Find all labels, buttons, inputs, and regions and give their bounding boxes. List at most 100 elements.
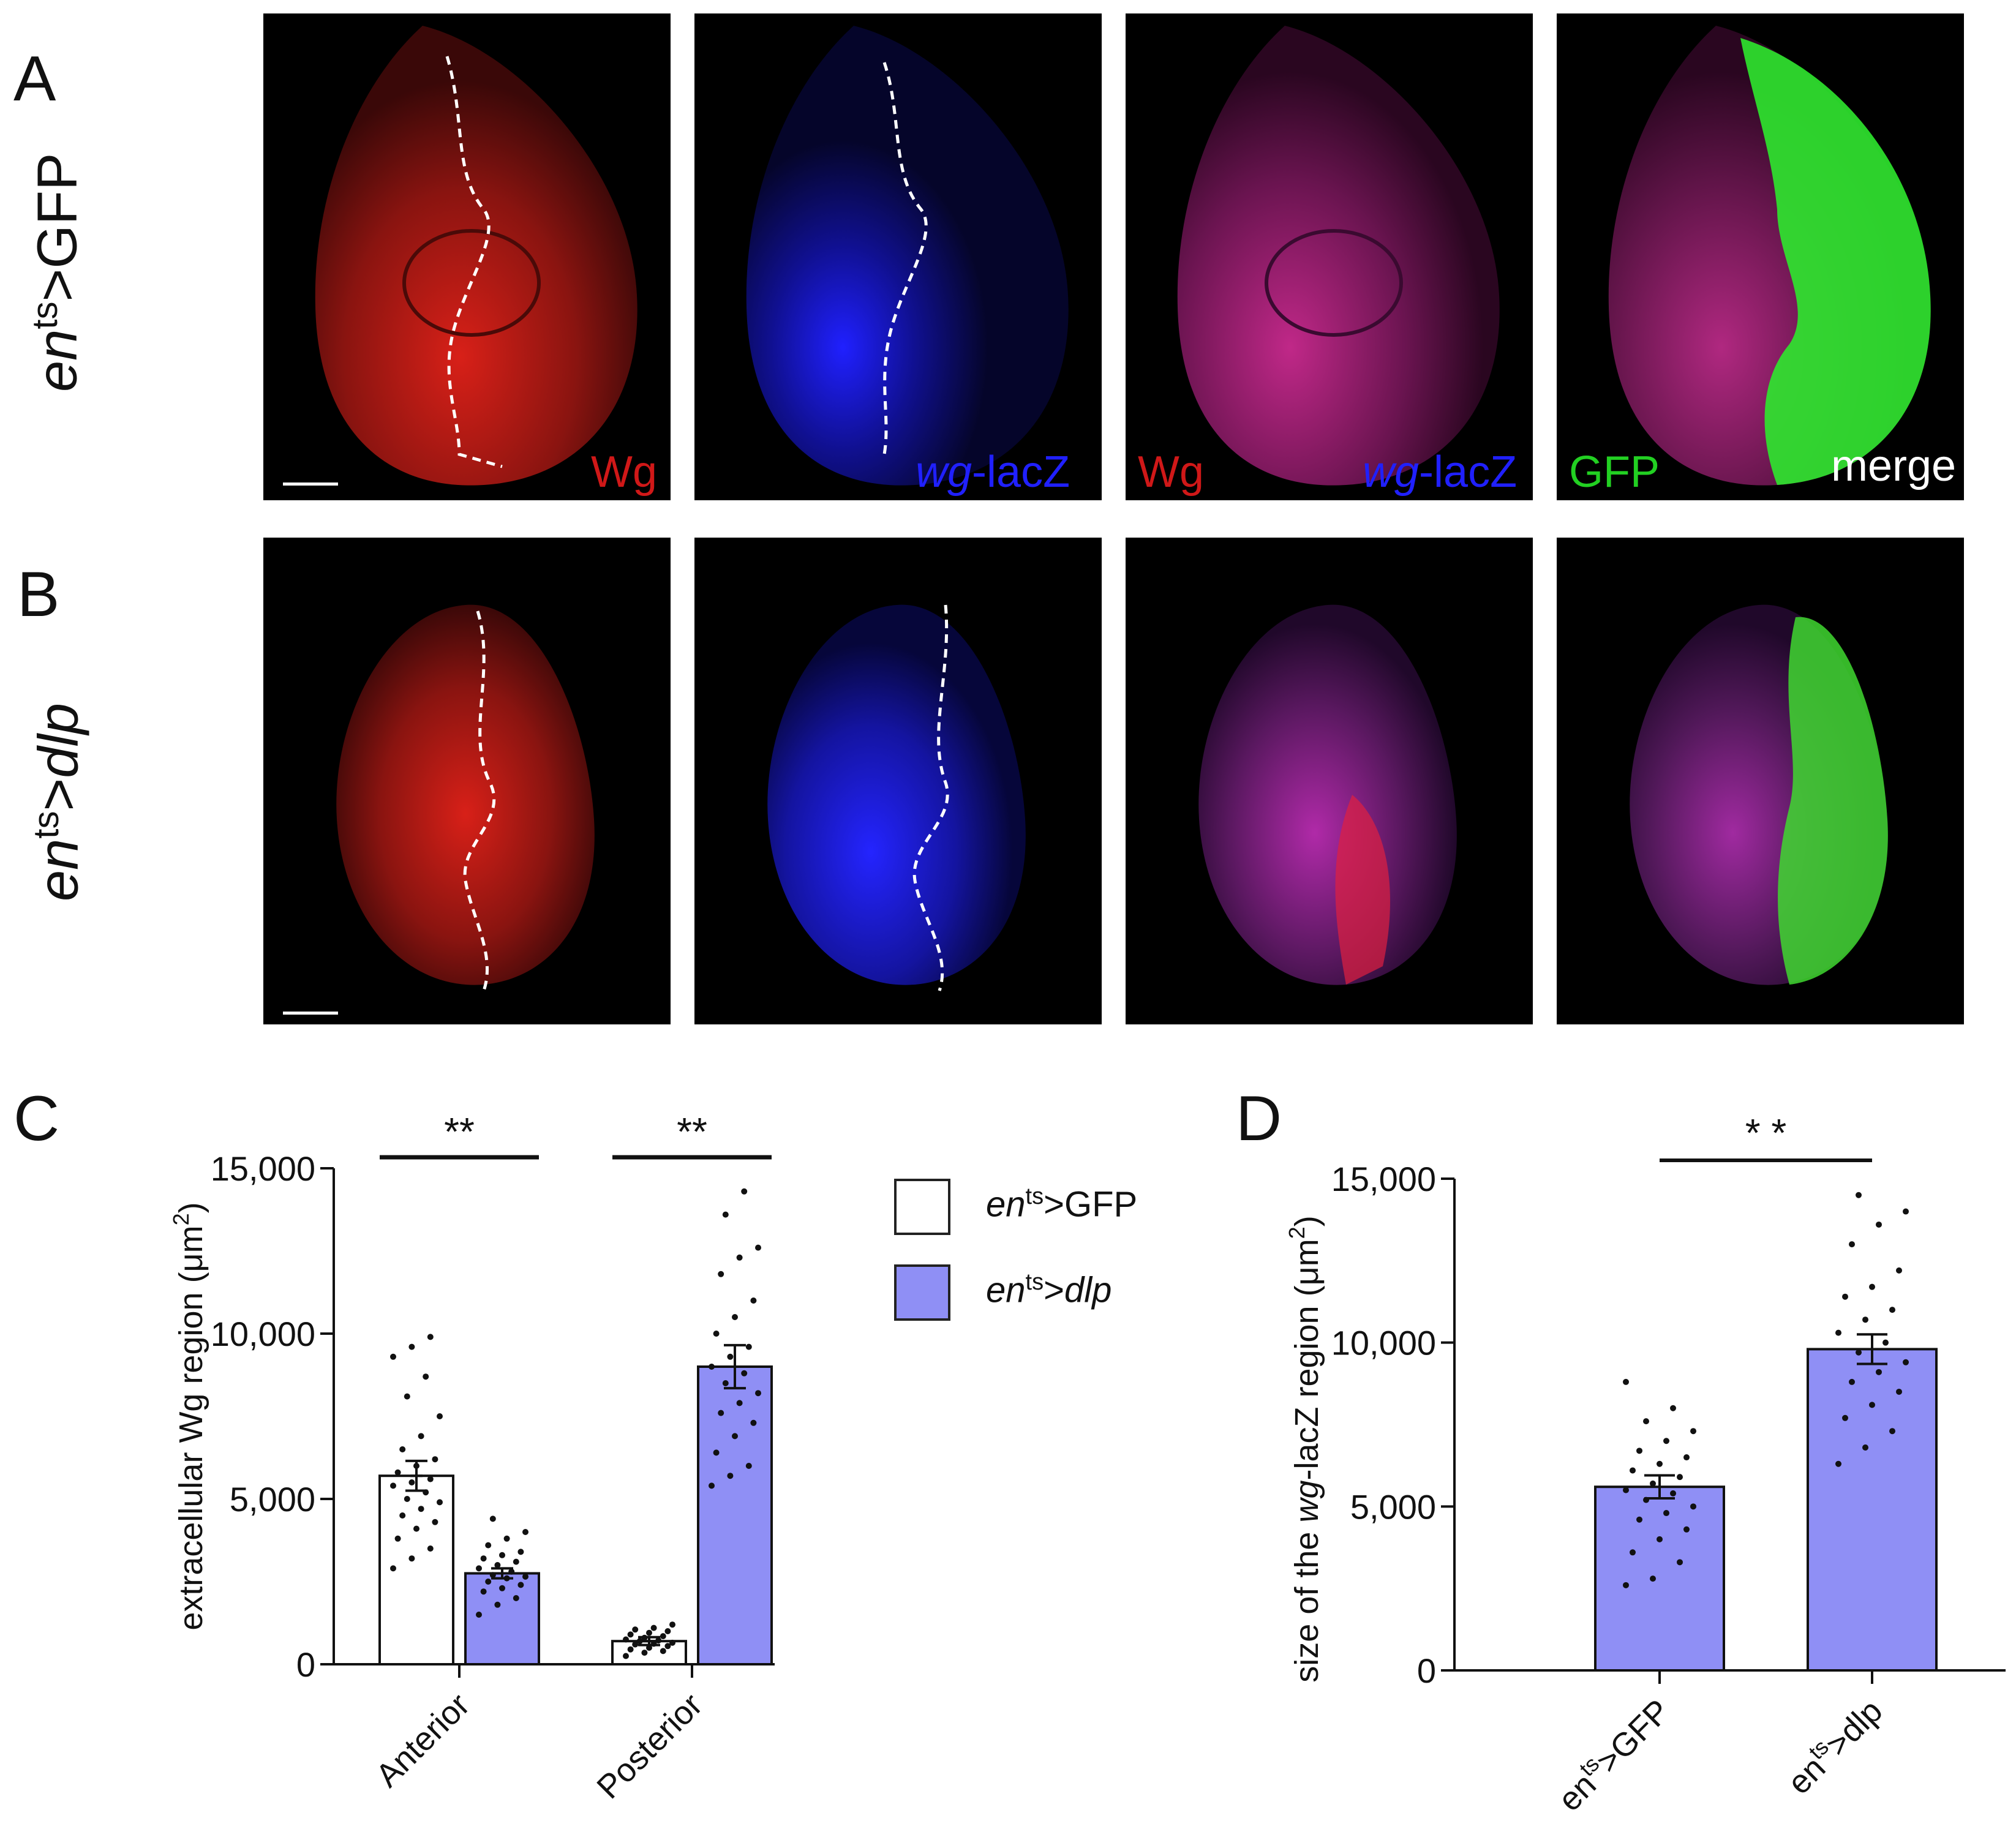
c-point: [664, 1628, 671, 1634]
c-point: [418, 1506, 424, 1512]
c-point: [485, 1579, 492, 1585]
c-point: [494, 1601, 501, 1608]
d-point: [1690, 1428, 1696, 1435]
micrograph-a-wg-lacz-image: [1177, 26, 1500, 486]
panel-label-b: B: [17, 559, 60, 630]
label-a-wg: Wg: [591, 448, 657, 497]
c-point: [750, 1297, 757, 1304]
d-point: [1663, 1438, 1669, 1444]
d-point: [1896, 1388, 1902, 1395]
d-point: [1636, 1448, 1642, 1454]
c-point: [722, 1211, 729, 1218]
d-point: [1630, 1549, 1636, 1556]
d-point: [1896, 1267, 1902, 1274]
d-point: [1636, 1516, 1642, 1523]
c-point: [394, 1535, 401, 1542]
d-point: [1869, 1402, 1875, 1408]
d-point: [1862, 1444, 1868, 1451]
c-point: [485, 1542, 492, 1549]
c-point: [404, 1496, 410, 1502]
c-point: [522, 1529, 528, 1535]
micrograph-b-wg-lacz: [1126, 538, 1533, 1024]
c-point: [669, 1621, 675, 1628]
legend-label-dlp-rest: >: [1044, 1270, 1064, 1310]
d-point: [1630, 1467, 1636, 1474]
d-significance-label: * *: [1745, 1111, 1787, 1155]
c-point: [517, 1582, 524, 1588]
c-point: [732, 1314, 738, 1320]
d-y-axis-label: size of the wg-lacZ region (μm2): [1284, 1215, 1325, 1682]
c-point: [646, 1629, 652, 1636]
c-point: [437, 1413, 443, 1419]
label-a-gfp: GFP: [1569, 448, 1660, 497]
c-point: [664, 1643, 671, 1650]
legend-label-dlp-gene: dlp: [1064, 1270, 1112, 1310]
d-point: [1876, 1221, 1882, 1228]
d-point: [1903, 1208, 1909, 1215]
d-point: [1650, 1480, 1656, 1487]
c-point: [513, 1558, 519, 1565]
d-bar: [1807, 1348, 1938, 1672]
d-point: [1876, 1369, 1882, 1375]
c-y-axis-label: extracellular Wg region (μm2): [168, 1202, 209, 1630]
legend-label-dlp-base: en: [986, 1270, 1026, 1310]
c-point: [741, 1188, 748, 1195]
c-point: [745, 1343, 752, 1350]
micrograph-b-lacz-image: [767, 604, 1026, 991]
d-point: [1842, 1414, 1848, 1421]
d-y-tick-label: 5,000: [1350, 1487, 1436, 1526]
d-y-axis-label-pre: size of the: [1288, 1523, 1325, 1683]
c-point: [432, 1456, 438, 1463]
legend-label-gfp-base: en: [986, 1184, 1026, 1225]
c-y-axis-label-close: ): [173, 1202, 209, 1213]
c-bar: [697, 1365, 773, 1665]
d-y-axis-label-close: ): [1288, 1215, 1325, 1226]
micrograph-a-wg-image: [315, 26, 638, 486]
c-point: [508, 1568, 515, 1575]
d-point: [1849, 1241, 1855, 1248]
c-point: [399, 1512, 406, 1519]
micrograph-a-wg: [263, 13, 671, 500]
c-point: [476, 1612, 482, 1618]
c-point: [727, 1473, 734, 1479]
d-point: [1842, 1293, 1848, 1300]
c-point: [636, 1638, 643, 1645]
row-b-genotype-base: en: [27, 838, 90, 901]
c-point: [476, 1565, 482, 1572]
d-point: [1690, 1503, 1696, 1510]
c-point: [494, 1562, 501, 1568]
c-point: [736, 1400, 743, 1406]
c-y-tick-label: 10,000: [211, 1315, 315, 1353]
c-point: [489, 1515, 496, 1522]
micrograph-b-merge-image: [1630, 604, 1888, 985]
c-point: [660, 1648, 666, 1654]
d-y-axis-label-post: -lacZ region (μm: [1288, 1239, 1325, 1480]
d-point: [1650, 1575, 1656, 1582]
c-point: [522, 1573, 528, 1580]
d-point: [1903, 1359, 1909, 1365]
c-point: [736, 1254, 743, 1261]
label-a-lacz-italic: wg: [916, 448, 972, 497]
c-point: [669, 1639, 675, 1646]
c-y-tick-label: 15,000: [211, 1149, 315, 1188]
d-point: [1835, 1460, 1841, 1467]
legend-label-dlp: ents>dlp: [986, 1269, 1111, 1310]
c-point: [709, 1364, 715, 1370]
legend-swatch-gfp: [894, 1179, 950, 1235]
c-point: [722, 1380, 729, 1386]
c-point: [732, 1433, 738, 1440]
d-x-tick-label: ents>dlp: [1778, 1689, 1890, 1801]
c-point: [499, 1552, 505, 1558]
label-a-lacz-merge-italic: wg: [1363, 448, 1420, 497]
d-point: [1835, 1329, 1841, 1336]
c-point: [427, 1476, 434, 1482]
row-b-genotype-gene: dlp: [27, 703, 90, 778]
legend-label-gfp-rest: >GFP: [1044, 1184, 1138, 1225]
d-point: [1889, 1307, 1895, 1313]
d-point: [1856, 1192, 1862, 1198]
micrograph-a-lacz-image: [746, 26, 1069, 486]
c-point: [489, 1572, 496, 1579]
c-point: [394, 1469, 401, 1476]
legend-label-gfp-sup: ts: [1025, 1184, 1044, 1209]
micrograph-b-lacz: [694, 538, 1102, 1024]
